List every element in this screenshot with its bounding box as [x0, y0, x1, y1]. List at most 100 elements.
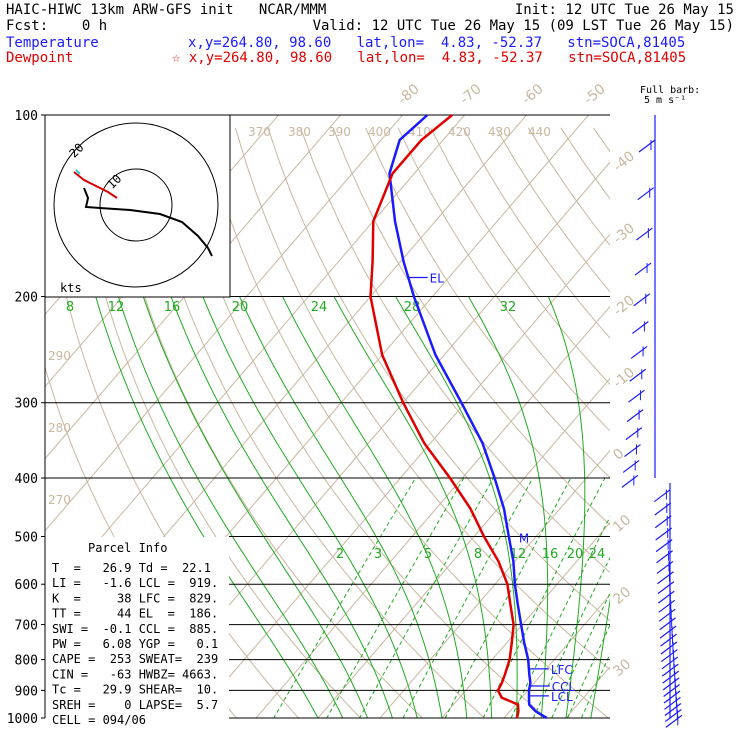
mixing-ratio-line — [482, 477, 606, 718]
wind-barb — [665, 714, 683, 728]
temperature-station-info: x,y=264.80, 98.60 lat,lon= 4.83, -52.37 … — [188, 35, 686, 51]
isotherm-label: -70 — [457, 81, 485, 108]
temperature-trace — [388, 114, 548, 720]
isotherm-line — [45, 115, 342, 460]
valid-time: Valid: 12 UTC Tue 26 May 15 (09 LST Tue … — [312, 18, 734, 34]
wind-barb — [632, 321, 649, 334]
parcel-info-row: PW = 6.08 YGP = 0.1 — [52, 637, 218, 651]
marker-label: LCL — [551, 690, 573, 704]
wind-barb — [659, 625, 677, 639]
theta-label: 290 — [48, 349, 71, 363]
wind-barb — [657, 581, 675, 595]
moist-adiabat — [547, 296, 586, 718]
wind-barb — [664, 702, 682, 716]
dewpoint-station-info: ☆ x,y=264.80, 98.60 lat,lon= 4.83, -52.3… — [172, 50, 687, 66]
mixing-ratio-label: 16 — [542, 547, 559, 562]
isotherm-line — [617, 87, 740, 730]
mixing-ratio-label: 8 — [474, 547, 482, 562]
moist-adiabat — [395, 296, 518, 718]
theta-label: 280 — [48, 421, 71, 435]
pressure-label: 900 — [15, 684, 38, 699]
temperature-legend-label: Temperature — [6, 35, 99, 51]
parcel-info-row: CELL = 094/06 — [52, 713, 146, 727]
mixing-ratio-line — [567, 623, 610, 718]
mixing-ratio-line — [359, 477, 494, 718]
parcel-info-title: Parcel Info — [88, 541, 167, 555]
model-title: HAIC-HIWC 13km ARW-GFS init NCAR/MMM — [6, 2, 327, 18]
isotherm-line — [379, 449, 610, 718]
dry-adiabat — [202, 127, 610, 718]
dry-adiabat — [430, 127, 610, 386]
wind-barb — [662, 670, 680, 684]
wind-barb — [661, 663, 679, 677]
barb-scale-label: Full barb: — [640, 85, 700, 96]
pressure-label: 1000 — [7, 712, 38, 727]
wind-barb — [664, 696, 681, 710]
wind-barb — [626, 409, 644, 423]
mixing-ratio-line — [580, 652, 610, 718]
theta-label: 270 — [48, 493, 71, 507]
dry-adiabat — [104, 127, 424, 718]
wind-barb — [657, 590, 675, 604]
dry-adiabat — [397, 127, 610, 432]
isotherm-label: 20 — [610, 584, 634, 608]
hodograph: kts 20 10 — [44, 114, 231, 298]
dewpoint-legend-label: Dewpoint — [6, 50, 74, 66]
pressure-label: 400 — [15, 472, 38, 487]
mixing-ratio-label: 8 — [66, 300, 74, 315]
dry-adiabat — [592, 127, 610, 153]
parcel-info-row: TT = 44 EL = 186. — [52, 607, 218, 621]
isotherm-line — [317, 377, 610, 718]
mixing-ratio-label: 5 — [424, 547, 432, 562]
wind-barb — [634, 262, 652, 276]
mixing-ratio-line — [551, 592, 610, 718]
dry-adiabat — [365, 127, 610, 479]
isotherm-label: 30 — [610, 656, 634, 680]
mixing-ratio-line — [326, 477, 465, 718]
theta-label: 410 — [408, 125, 431, 139]
wind-barb — [654, 502, 672, 516]
parcel-info-row: K = 38 LFC = 829. — [52, 591, 218, 605]
init-time: Init: 12 UTC Tue 26 May 15 — [514, 2, 734, 18]
dry-adiabat — [724, 128, 740, 731]
dry-adiabat — [72, 127, 362, 718]
isotherm-line — [441, 521, 610, 718]
wind-barb — [633, 293, 651, 307]
dry-adiabat — [495, 127, 610, 293]
wind-barb — [625, 427, 643, 441]
wind-barb — [656, 560, 674, 574]
wind-barb — [657, 571, 674, 585]
mixing-ratio-label: 2 — [336, 547, 344, 562]
dry-adiabat — [332, 127, 610, 526]
parcel-info-row: T = 26.9 Td = 22.1 — [52, 561, 211, 575]
dry-adiabat — [234, 127, 610, 671]
parcel-info-box: Parcel Info T = 26.9 Td = 22.1LI = -1.6 … — [45, 537, 229, 727]
parcel-info-row: LI = -1.6 LCL = 919. — [52, 576, 218, 590]
wind-barb — [664, 709, 682, 722]
wind-barb — [658, 608, 676, 622]
parcel-info-row: SREH = 0 LAPSE= 5.7 — [52, 698, 218, 712]
mixing-ratio-line — [444, 477, 572, 718]
mixing-ratio-label: 32 — [500, 300, 517, 315]
dry-adiabat — [300, 127, 610, 574]
wind-barb — [621, 474, 639, 488]
pressure-label: 100 — [15, 109, 38, 124]
moist-adiabat — [468, 296, 549, 718]
mixing-ratio-line — [402, 477, 534, 718]
dry-adiabat — [659, 128, 740, 731]
mixing-ratio-label: 20 — [567, 547, 584, 562]
forecast-hour: Fcst: 0 h — [6, 18, 108, 34]
isotherm-label: 10 — [610, 512, 634, 536]
theta-label: 430 — [488, 125, 511, 139]
wind-barb — [661, 656, 679, 670]
isotherm-line — [45, 115, 466, 604]
wind-barb — [662, 677, 680, 691]
wind-barb — [658, 599, 676, 613]
isotherm-line — [503, 593, 610, 718]
mixing-ratio-label: 20 — [232, 300, 249, 315]
isotherm-label: -50 — [581, 81, 609, 108]
wind-barb — [660, 641, 678, 655]
isotherm-line — [679, 87, 740, 730]
